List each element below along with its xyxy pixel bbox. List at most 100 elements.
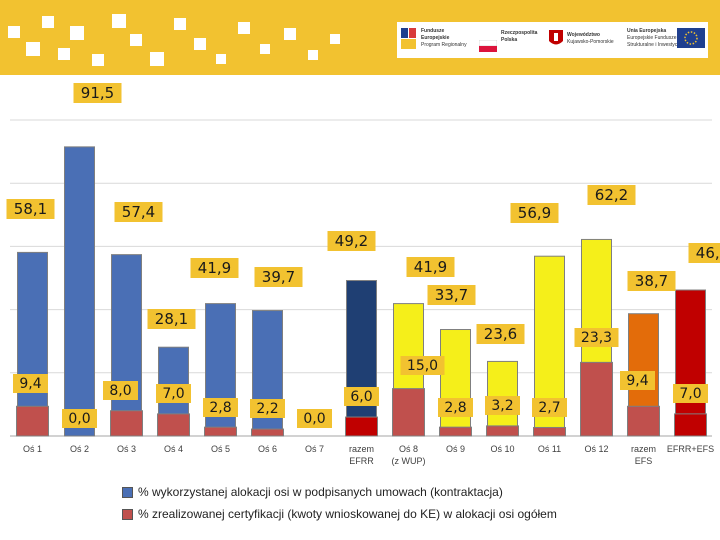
label-bg-cert-efrr-efs	[673, 384, 708, 403]
label-contract-os-3: 57,4	[122, 203, 155, 221]
label-bg-contract-os-2	[73, 83, 122, 103]
label-bg-cert-os-6	[250, 399, 285, 418]
decorative-squares	[8, 8, 348, 70]
tick-label-efrr-efs: EFRR+EFS	[667, 444, 714, 454]
logo-ue-line3: Strukturalne i Inwestycyjne	[627, 42, 687, 48]
label-bg-contract-os-1	[6, 199, 55, 219]
label-contract-efrr-efs: 46,2	[696, 244, 720, 262]
tick-label-os-12: Oś 12	[584, 444, 608, 454]
label-contract-os-4: 28,1	[155, 310, 188, 328]
bar-contract-os-2	[64, 146, 95, 437]
tick-label-os-8: Oś 8 (z WUP)	[392, 444, 426, 466]
label-bg-contract-razem-efrr	[327, 231, 376, 251]
bar-cert-os-11	[533, 426, 566, 437]
legend-label-contract: % wykorzystanej alokacji osi w podpisany…	[138, 485, 503, 499]
logo-fundusze-line3: Program Regionalny	[421, 42, 467, 48]
logo-woj-line1: Województwo	[567, 32, 600, 38]
label-cert-os-6: 2,2	[256, 401, 278, 417]
label-cert-os-4: 7,0	[162, 386, 184, 402]
tick-label-os-4: Oś 4	[164, 444, 183, 454]
logo-strip: Fundusze Europejskie Program Regionalny …	[397, 22, 708, 58]
bar-contract-os-3	[111, 254, 142, 437]
header-bar: Fundusze Europejskie Program Regionalny …	[0, 0, 720, 75]
label-bg-contract-os-11	[510, 203, 559, 223]
label-cert-os-3: 8,0	[109, 383, 131, 399]
label-contract-os-9: 33,7	[435, 286, 468, 304]
label-contract-os-6: 39,7	[262, 268, 295, 286]
label-cert-os-12: 23,3	[581, 330, 612, 346]
label-contract-os-12: 62,2	[595, 186, 628, 204]
bar-cert-os-8	[392, 388, 425, 437]
label-bg-cert-os-12	[574, 328, 619, 347]
legend-item-contract: % wykorzystanej alokacji osi w podpisany…	[122, 482, 557, 502]
bar-cert-os-9	[439, 426, 472, 437]
fundusze-logo: Fundusze Europejskie Program Regionalny	[401, 26, 473, 54]
eu-flag-icon	[677, 28, 705, 48]
logo-fundusze-line2: Europejskie	[421, 35, 450, 41]
bar-cert-os-3	[110, 410, 143, 437]
label-contract-os-5: 41,9	[198, 259, 231, 277]
label-contract-os-2: 91,5	[81, 84, 114, 102]
logo-ue-line1: Unia Europejska	[627, 28, 667, 34]
label-bg-cert-razem-efs	[620, 371, 655, 390]
label-bg-cert-os-9	[438, 398, 473, 417]
legend-item-cert: % zrealizowanej certyfikacji (kwoty wnio…	[122, 504, 557, 524]
label-bg-cert-os-1	[13, 374, 48, 393]
bar-chart: 58,1 9,4 91,5 0,0 57,4 8,0 28,1 7,0 41,9 2,8 39,7 2…	[6, 83, 720, 466]
label-bg-cert-os-5	[203, 398, 238, 417]
tick-label-os-11: Oś 11	[538, 444, 561, 454]
bar-contract-os-9	[440, 329, 471, 437]
bar-cert-razem-efrr	[345, 416, 378, 437]
rzeczpospolita-logo: Rzeczpospolita Polska	[479, 26, 541, 54]
logo-rp-line2: Polska	[501, 37, 518, 43]
bar-cert-razem-efs	[627, 405, 660, 437]
tick-label-os-7: Oś 7	[305, 444, 324, 454]
label-bg-cert-os-7	[297, 409, 332, 428]
logo-ue-line2: Europejskie Fundusze	[627, 35, 677, 41]
label-contract-os-11: 56,9	[518, 204, 551, 222]
label-cert-efrr-efs: 7,0	[679, 386, 701, 402]
logo-fundusze-line1: Fundusze	[421, 28, 445, 34]
label-bg-cert-os-10	[485, 396, 520, 415]
tick-label-razem-efrr: razem EFRR	[349, 444, 374, 466]
logo-rp-line1: Rzeczpospolita	[501, 30, 538, 36]
label-cert-os-2: 0,0	[68, 411, 90, 427]
tick-label-os-10: Oś 10	[490, 444, 514, 454]
label-bg-contract-os-5	[190, 258, 239, 278]
label-contract-os-8: 41,9	[414, 258, 447, 276]
label-contract-os-10: 23,6	[484, 325, 517, 343]
label-bg-contract-efrr-efs	[688, 243, 720, 263]
label-bg-contract-os-3	[114, 202, 163, 222]
bar-cert-os-12	[580, 361, 613, 437]
bar-contract-os-1	[17, 251, 48, 437]
tick-label-os-6: Oś 6	[258, 444, 277, 454]
logo-woj-line2: Kujawsko-Pomorskie	[567, 39, 614, 45]
label-bg-cert-os-11	[532, 398, 567, 417]
bar-cert-os-6	[251, 428, 284, 437]
tick-label-os-2: Oś 2	[70, 444, 89, 454]
label-bg-cert-razem-efrr	[344, 387, 379, 406]
label-bg-cert-os-2	[62, 409, 97, 428]
legend-swatch-cert	[122, 508, 133, 520]
label-cert-os-7: 0,0	[303, 411, 325, 427]
label-cert-razem-efs: 9,4	[626, 373, 648, 389]
bar-cert-efrr-efs	[674, 413, 707, 437]
unia-europejska-logo: Unia Europejska Europejskie Fundusze Str…	[627, 26, 705, 54]
label-cert-razem-efrr: 6,0	[350, 389, 372, 405]
tick-label-os-3: Oś 3	[117, 444, 136, 454]
tick-label-razem-efs: razem EFS	[631, 444, 656, 466]
label-cert-os-9: 2,8	[444, 400, 466, 416]
label-cert-os-5: 2,8	[209, 400, 231, 416]
label-bg-cert-os-4	[156, 384, 191, 403]
label-cert-os-10: 3,2	[491, 398, 513, 414]
bar-cert-os-1	[16, 405, 49, 437]
tick-label-os-5: Oś 5	[211, 444, 230, 454]
bar-cert-os-4	[157, 413, 190, 437]
label-contract-os-1: 58,1	[14, 200, 47, 218]
label-bg-contract-os-4	[147, 309, 196, 329]
chart-legend: % wykorzystanej alokacji osi w podpisany…	[122, 482, 557, 526]
wojewodztwo-logo: Województwo Kujawsko-Pomorskie	[549, 26, 621, 54]
bar-contract-razem-efrr	[346, 280, 377, 437]
legend-label-cert: % zrealizowanej certyfikacji (kwoty wnio…	[138, 507, 557, 521]
label-bg-cert-os-8	[400, 356, 445, 375]
